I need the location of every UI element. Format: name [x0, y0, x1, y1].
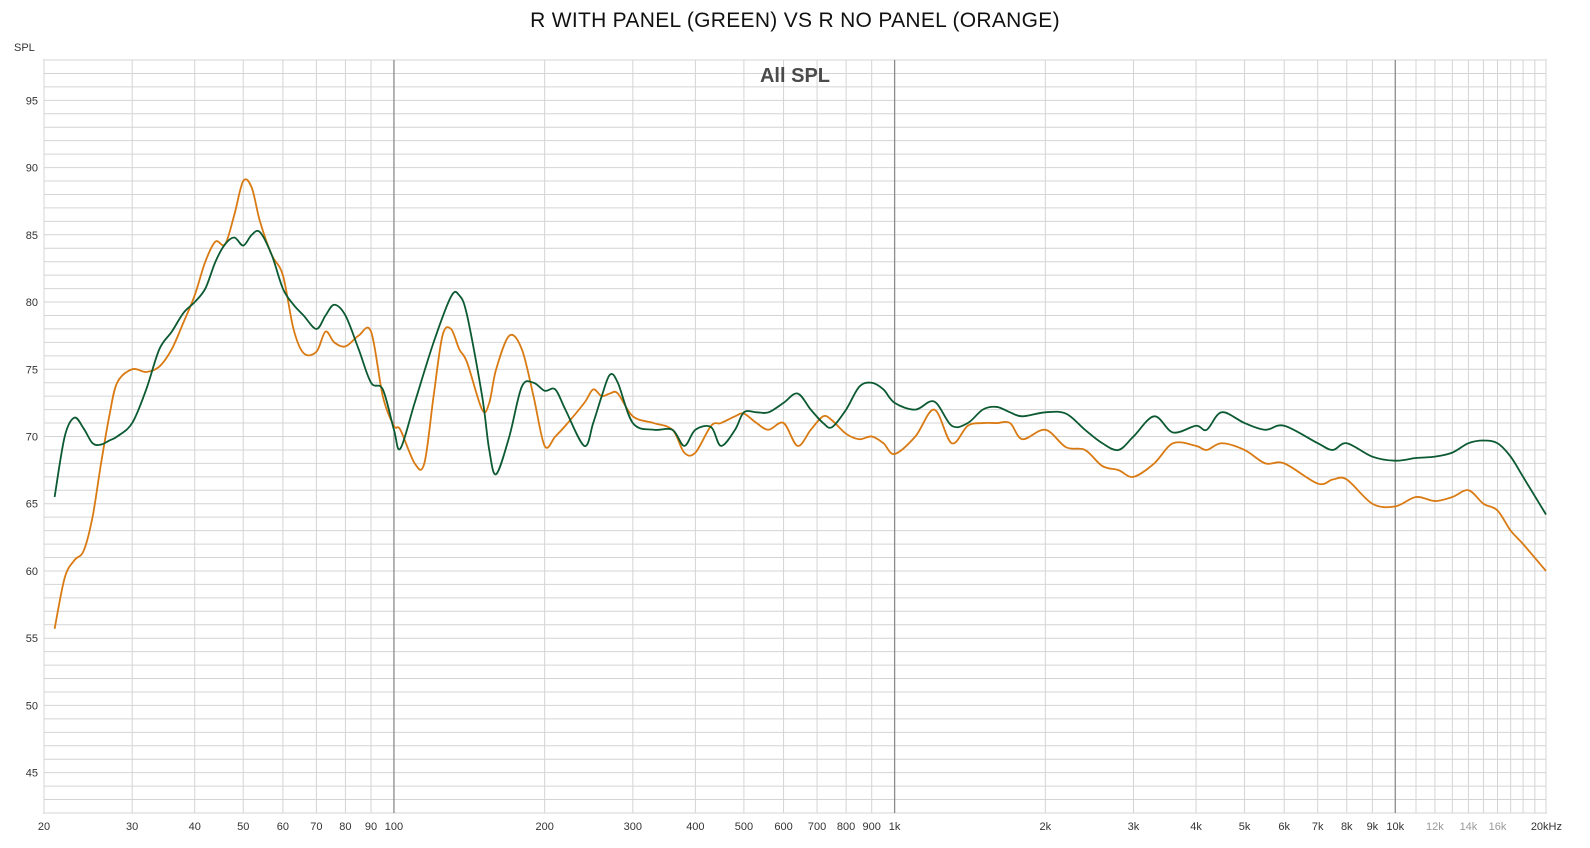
series-layer — [53, 178, 1547, 629]
x-tick-label: 4k — [1190, 821, 1202, 833]
x-tick-label: 8k — [1341, 821, 1353, 833]
x-tick-label: 50 — [237, 821, 249, 833]
y-tick-label: 65 — [26, 499, 38, 511]
y-tick-label: 80 — [26, 297, 38, 309]
x-tick-label: 300 — [624, 821, 642, 833]
x-tick-label: 900 — [863, 821, 881, 833]
x-tick-label: 2k — [1040, 821, 1052, 833]
x-tick-label: 400 — [686, 821, 704, 833]
y-tick-label: 60 — [26, 566, 38, 578]
axis-layer: SPL All SPL 45 50 55 60 65 70 75 80 85 90 95 20 30 40… — [14, 42, 1562, 833]
y-tick-label: 95 — [26, 95, 38, 107]
y-tick-label: 90 — [26, 163, 38, 175]
y-tick-label: 75 — [26, 364, 38, 376]
y-tick-label: 55 — [26, 633, 38, 645]
x-tick-label: 200 — [535, 821, 553, 833]
x-tick-label: 20kHz — [1531, 821, 1562, 833]
y-tick-label: 45 — [26, 768, 38, 780]
x-tick-label: 800 — [837, 821, 855, 833]
grid-layer — [43, 59, 1547, 814]
x-tick-label: 10k — [1386, 821, 1404, 833]
chart-subtitle: All SPL — [760, 65, 830, 87]
x-tick-label: 90 — [365, 821, 377, 833]
y-tick-label: 85 — [26, 230, 38, 242]
x-tick-label: 40 — [189, 821, 201, 833]
x-tick-label: 70 — [310, 821, 322, 833]
x-tick-label: 20 — [38, 821, 50, 833]
x-tick-label: 700 — [808, 821, 826, 833]
x-tick-label: 3k — [1128, 821, 1140, 833]
y-tick-label: 50 — [26, 700, 38, 712]
x-tick-label: 30 — [126, 821, 138, 833]
series-line-green — [53, 229, 1547, 515]
x-tick-label: 80 — [339, 821, 351, 833]
x-tick-label: 14k — [1460, 821, 1478, 833]
series-line-orange — [53, 178, 1547, 629]
x-tick-label: 500 — [735, 821, 753, 833]
x-tick-label: 60 — [277, 821, 289, 833]
x-tick-label: 16k — [1489, 821, 1507, 833]
x-tick-label: 100 — [385, 821, 403, 833]
x-tick-label: 600 — [774, 821, 792, 833]
y-axis-label: SPL — [14, 42, 35, 54]
x-tick-label: 1k — [889, 821, 901, 833]
y-tick-label: 70 — [26, 432, 38, 444]
chart-title: R WITH PANEL (GREEN) VS R NO PANEL (ORAN… — [530, 9, 1060, 32]
x-tick-label: 9k — [1367, 821, 1379, 833]
x-tick-label: 7k — [1312, 821, 1324, 833]
x-tick-label: 12k — [1426, 821, 1444, 833]
x-tick-label: 6k — [1278, 821, 1290, 833]
x-tick-label: 5k — [1239, 821, 1251, 833]
